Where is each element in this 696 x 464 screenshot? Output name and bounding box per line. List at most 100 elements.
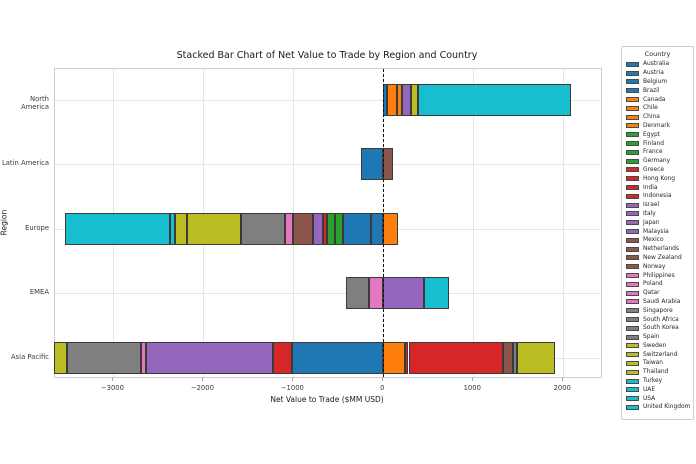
legend-label: Poland (643, 281, 663, 288)
legend-item-norway: Norway (626, 262, 689, 271)
legend-swatch-mexico (626, 237, 639, 243)
x-tick-label: −2000 (190, 384, 214, 392)
legend-swatch-chile (626, 105, 639, 111)
bar-segment-europe-austria (370, 212, 384, 245)
legend-label: Netherlands (643, 246, 679, 253)
bar-segment-emea-qatar (368, 277, 384, 310)
legend-label: Finland (643, 140, 665, 147)
legend-item-greece: Greece (626, 166, 689, 175)
legend-item-netherlands: Netherlands (626, 245, 689, 254)
legend-swatch-south-korea (626, 325, 639, 331)
legend-label: Sweden (643, 342, 667, 349)
bar-segment-asia-pacific-new-zealand (503, 342, 514, 374)
bar-segment-europe-poland (285, 212, 294, 245)
legend-item-poland: Poland (626, 280, 689, 289)
legend-item-united-kingdom: United Kingdom (626, 403, 691, 412)
legend-label: Chile (643, 105, 658, 112)
legend-item-south-africa: South Africa (626, 315, 689, 324)
plot-area (54, 68, 602, 378)
bar-segment-europe-sweden (186, 212, 241, 245)
legend-swatch-france (626, 149, 639, 155)
legend-label: Singapore (643, 307, 673, 314)
y-gridline (55, 99, 601, 101)
bar-segment-asia-pacific-south-korea (513, 342, 517, 374)
legend-swatch-finland (626, 141, 639, 147)
legend-label: Austria (643, 70, 664, 77)
legend-label: Greece (643, 166, 664, 173)
legend-item-denmark: Denmark (626, 122, 689, 131)
y-tick-label-europe: Europe (25, 223, 49, 232)
x-gridline (563, 69, 565, 377)
x-axis-label: Net Value to Trade ($MM USD) (270, 395, 384, 404)
legend-label: Thailand (643, 369, 669, 376)
legend-item-south-korea: South Korea (626, 324, 689, 333)
legend-swatch-canada (626, 97, 639, 103)
y-tick-label-asia-pacific: Asia Pacific (10, 353, 49, 361)
legend-item-saudi-arabia: Saudi Arabia (626, 298, 689, 307)
legend-label: Hong Kong (643, 175, 676, 182)
legend-item-spain: Spain (626, 333, 689, 342)
bar-segment-north-america-usa (417, 83, 571, 116)
legend-label: Norway (643, 263, 666, 270)
y-tick-label-north-america: North America (20, 94, 49, 111)
legend-swatch-israel (626, 202, 639, 208)
bar-segment-asia-pacific-taiwan (54, 342, 67, 374)
bar-segment-north-america-malaysia (402, 83, 411, 116)
y-tick-label-latin-america: Latin America (1, 159, 49, 168)
bar-segment-europe-finland (335, 212, 344, 245)
legend-swatch-new-zealand (626, 255, 639, 261)
legend-swatch-uae (626, 387, 639, 393)
legend-label: France (643, 149, 663, 156)
bar-segment-asia-pacific-philippines (141, 342, 147, 374)
legend-label: United Kingdom (643, 404, 691, 411)
legend-swatch-greece (626, 167, 639, 173)
y-tick-label-emea: EMEA (29, 288, 49, 297)
legend-items: Australia Austria Belgium Brazil Canada Chile… (626, 60, 691, 412)
legend-item-new-zealand: New Zealand (626, 254, 689, 263)
legend-swatch-belgium (626, 79, 639, 85)
legend-swatch-denmark (626, 123, 639, 129)
bar-segment-asia-pacific-china (383, 342, 405, 374)
bar-segment-asia-pacific-hong-kong (273, 342, 292, 374)
legend-item-india: India (626, 183, 689, 192)
legend-item-turkey: Turkey (626, 377, 689, 386)
legend-label: South Africa (643, 316, 679, 323)
bar-segment-latin-america-mexico (383, 148, 394, 181)
legend-label: South Korea (643, 325, 679, 332)
bar-segment-asia-pacific-india (404, 342, 409, 374)
legend-label: Mexico (643, 237, 664, 244)
legend-label: New Zealand (643, 254, 682, 261)
x-tick-mark (382, 377, 384, 381)
bar-segment-europe-italy (312, 212, 324, 245)
x-tick-label: 0 (380, 384, 385, 392)
bar-segment-north-america-chile (396, 83, 403, 116)
legend-swatch-sweden (626, 343, 639, 349)
legend-item-sweden: Sweden (626, 342, 689, 351)
bar-segment-latin-america-brazil (361, 148, 384, 181)
legend-label: Philippines (643, 272, 675, 279)
legend-swatch-germany (626, 158, 639, 164)
legend-item-austria: Austria (626, 69, 689, 78)
bar-segment-europe-denmark (383, 212, 398, 245)
legend-label: Belgium (643, 78, 668, 85)
x-gridline (473, 69, 475, 377)
legend-swatch-taiwan (626, 360, 639, 366)
x-tick-label: −3000 (100, 384, 124, 392)
bar-segment-asia-pacific-thailand (516, 342, 555, 374)
legend-swatch-philippines (626, 273, 639, 279)
legend-swatch-spain (626, 334, 639, 340)
legend-item-malaysia: Malaysia (626, 227, 689, 236)
bar-segment-europe-belgium (343, 212, 371, 245)
legend-item-singapore: Singapore (626, 306, 689, 315)
legend-swatch-south-africa (626, 317, 639, 322)
legend-item-egypt: Egypt (626, 130, 689, 139)
legend-item-philippines: Philippines (626, 271, 689, 280)
bar-segment-europe-turkey (169, 212, 175, 245)
bar-segment-north-america-canada (387, 83, 397, 116)
legend-item-italy: Italy (626, 210, 689, 219)
legend-label: Brazil (643, 87, 660, 94)
legend-label: Germany (643, 158, 671, 165)
bar-segment-asia-pacific-singapore (66, 342, 142, 374)
legend-item-taiwan: Taiwan (626, 359, 689, 368)
legend-swatch-austria (626, 70, 639, 76)
